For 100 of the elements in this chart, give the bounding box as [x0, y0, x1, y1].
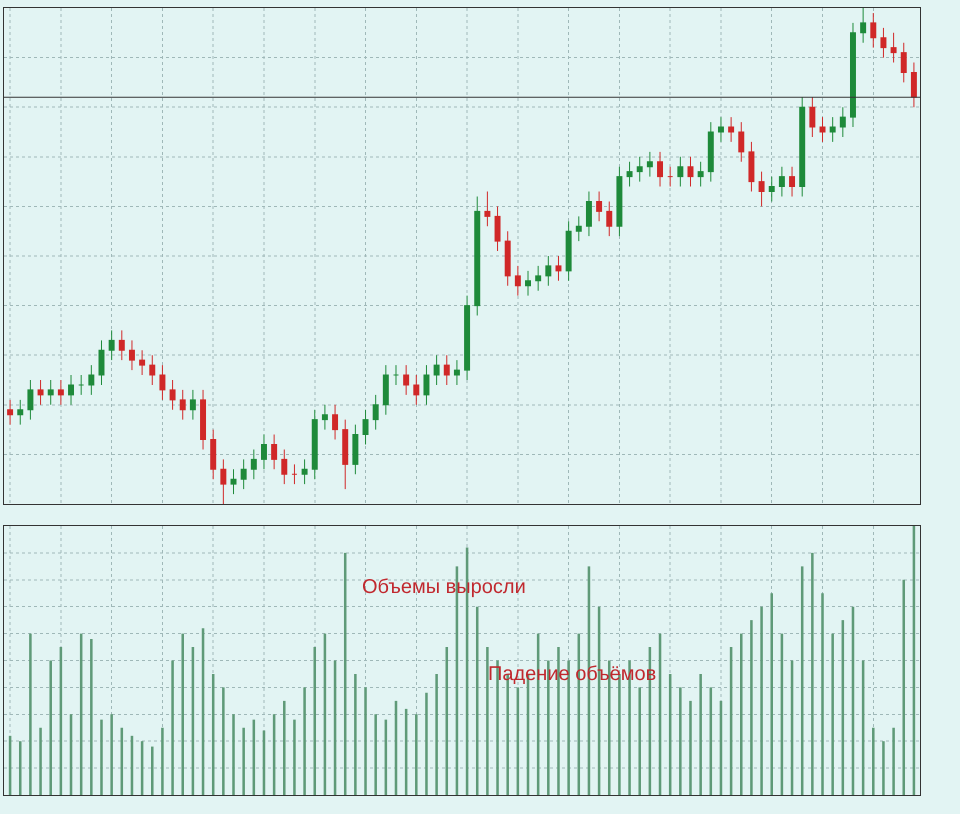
candlestick	[758, 171, 765, 207]
candlestick	[220, 458, 226, 504]
bar	[120, 728, 124, 795]
candlestick	[626, 161, 633, 188]
bar	[151, 746, 154, 795]
candlestick	[870, 12, 876, 48]
candlestick	[667, 166, 674, 188]
candlestick	[302, 458, 308, 485]
bar	[212, 674, 214, 795]
candlestick	[545, 256, 552, 286]
candlestick	[718, 116, 724, 142]
candlestick	[159, 364, 166, 400]
bar	[425, 692, 428, 795]
candlestick	[555, 256, 562, 282]
candlestick	[809, 96, 816, 138]
candlestick	[910, 62, 917, 108]
candlestick	[596, 191, 602, 222]
candlestick	[68, 374, 74, 406]
bar	[232, 714, 235, 795]
bar	[90, 638, 93, 795]
candlestick	[768, 176, 775, 202]
candlestick	[748, 141, 754, 192]
bar	[476, 606, 478, 795]
bar	[780, 634, 784, 795]
candlestick	[260, 434, 267, 470]
candlestick	[403, 364, 410, 396]
candlestick	[646, 151, 653, 178]
bar	[842, 620, 844, 795]
candlestick	[48, 380, 54, 406]
bar	[486, 647, 489, 795]
candlestick	[88, 364, 94, 396]
bar	[790, 660, 794, 795]
bar	[760, 606, 763, 795]
candlestick	[180, 389, 186, 420]
candlestick	[708, 122, 714, 182]
bar	[70, 714, 72, 795]
bar	[8, 736, 12, 795]
candlestick	[413, 374, 420, 406]
candlestick	[322, 404, 328, 430]
bar	[831, 634, 834, 795]
bar	[638, 687, 641, 795]
bar	[892, 728, 895, 795]
candlestick	[860, 8, 866, 44]
bar	[39, 728, 42, 795]
bar	[374, 714, 377, 795]
bar	[18, 741, 22, 795]
candlestick	[434, 354, 440, 386]
candlestick	[636, 156, 643, 182]
bar	[242, 728, 245, 795]
bar	[293, 720, 296, 795]
bar	[130, 736, 134, 795]
candlestick	[271, 434, 278, 470]
bar	[750, 620, 753, 795]
bar	[446, 647, 448, 795]
candlestick	[688, 156, 694, 188]
candlestick	[789, 166, 796, 197]
bar	[161, 728, 164, 795]
bar	[272, 714, 276, 795]
candlestick	[890, 32, 897, 64]
bar	[811, 552, 814, 795]
bar	[902, 580, 906, 795]
candlestick	[98, 340, 104, 386]
candlestick	[830, 116, 836, 142]
bar	[800, 566, 804, 795]
candlestick	[606, 200, 612, 237]
bar	[720, 700, 722, 795]
bar	[202, 628, 204, 795]
candlestick	[586, 191, 592, 237]
candlestick	[525, 270, 531, 296]
candlestick	[535, 265, 542, 292]
candlestick	[27, 380, 34, 420]
candlestick	[210, 429, 216, 480]
candlestick	[677, 156, 684, 188]
bar	[344, 552, 346, 795]
candlestick	[332, 404, 338, 440]
candlestick	[342, 419, 348, 490]
candlestick	[738, 122, 744, 162]
bar	[862, 660, 864, 795]
candlestick	[38, 380, 44, 406]
bar	[404, 708, 408, 795]
bar	[872, 728, 875, 795]
candlestick	[393, 364, 399, 386]
bar	[80, 634, 82, 795]
candlestick	[514, 265, 521, 296]
candlestick	[566, 220, 572, 282]
candlestick	[382, 364, 389, 416]
bar	[821, 593, 824, 795]
candlestick	[312, 409, 318, 480]
bar	[689, 700, 692, 795]
bar	[668, 674, 672, 795]
candlestick	[698, 161, 704, 188]
candlestick	[240, 458, 247, 490]
candlestick	[423, 364, 430, 406]
candlestick	[17, 399, 24, 426]
candlestick	[444, 354, 450, 386]
bar	[60, 647, 62, 795]
bar	[658, 634, 662, 795]
candlestick	[484, 191, 490, 227]
candlestick	[118, 330, 125, 361]
candlestick	[840, 106, 846, 138]
